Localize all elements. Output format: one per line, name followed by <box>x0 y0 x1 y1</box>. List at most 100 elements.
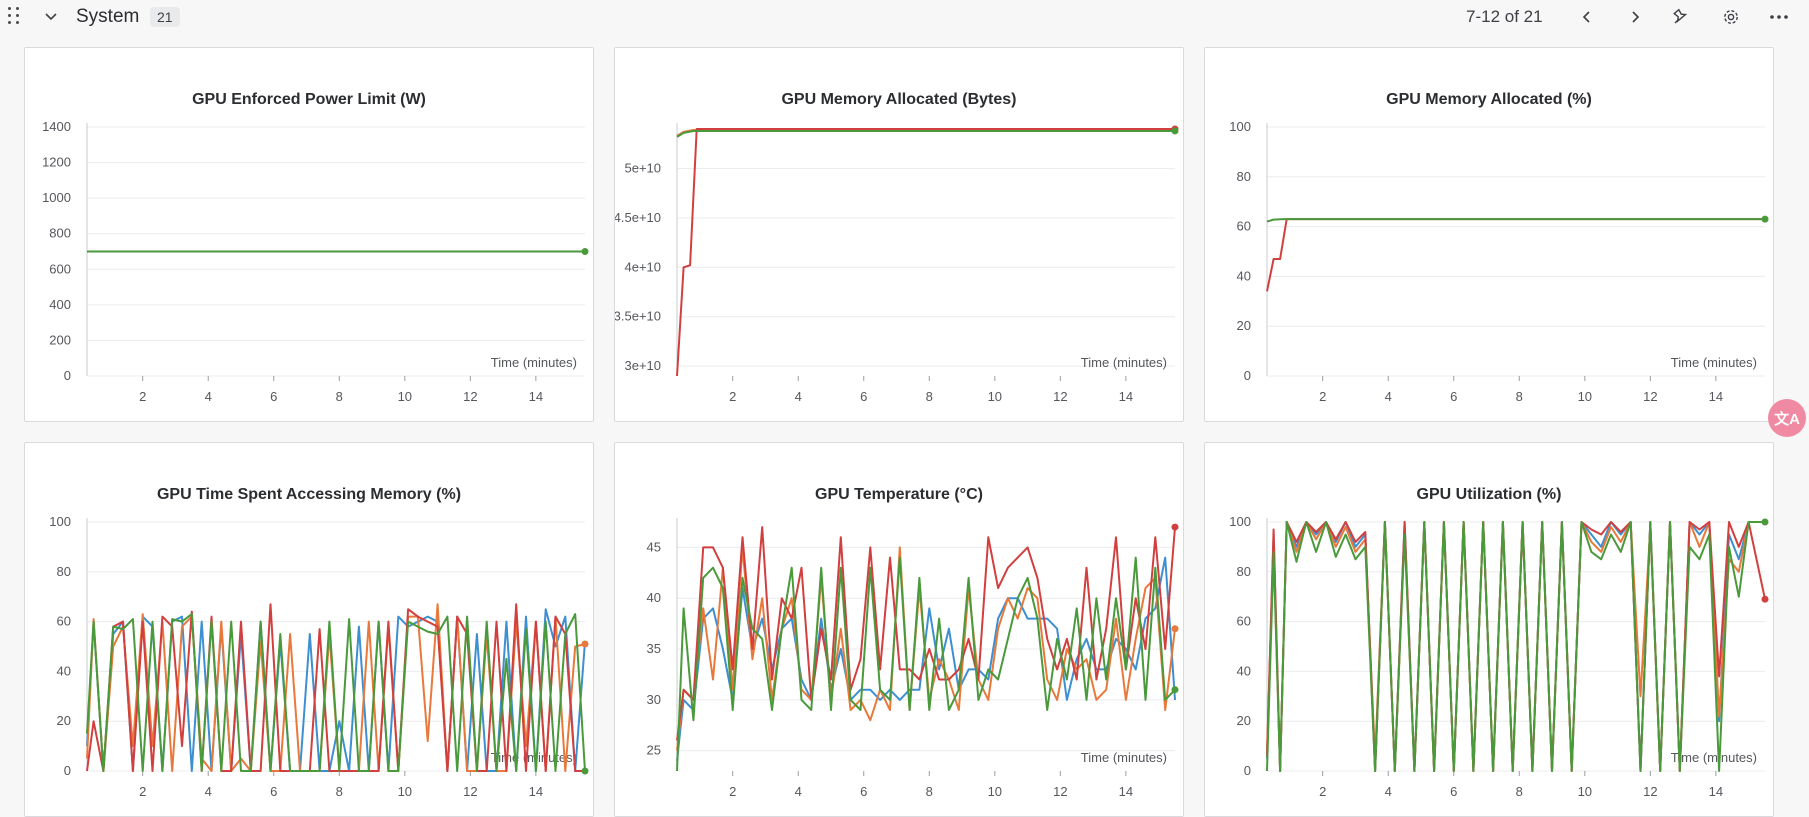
x-tick-label: 2 <box>139 784 146 799</box>
chart-plot: 3e+10 3.5e+10 4e+10 4.5e+10 5e+10 2 4 6 8 10 12 14 T… <box>615 123 1179 404</box>
y-tick-label: 35 <box>647 641 661 656</box>
series-line <box>86 613 586 772</box>
x-tick-label: 12 <box>1643 389 1657 404</box>
y-tick-label: 20 <box>1237 713 1251 728</box>
chevron-down-icon[interactable] <box>44 10 58 24</box>
chart-title: GPU Temperature (°C) <box>815 486 983 503</box>
x-tick-label: 4 <box>795 389 802 404</box>
x-tick-label: 6 <box>860 784 867 799</box>
series-end-point <box>581 248 589 255</box>
y-tick-label: 600 <box>49 261 71 276</box>
settings-button[interactable] <box>1720 6 1742 28</box>
y-tick-label: 3e+10 <box>624 358 661 373</box>
chart-panel-memory-bytes[interactable]: GPU Memory Allocated (Bytes) 3e+10 3.5e+1… <box>614 47 1184 422</box>
series-line <box>676 526 1176 741</box>
y-tick-label: 0 <box>64 368 71 383</box>
y-tick-label: 0 <box>1244 763 1251 778</box>
x-axis-label: Time (minutes) <box>1081 355 1167 370</box>
y-tick-label: 4e+10 <box>624 259 661 274</box>
x-tick-label: 12 <box>463 784 477 799</box>
y-tick-label: 100 <box>49 514 71 529</box>
chart-plot: 25 30 35 40 45 2 4 6 8 10 12 14 Time (minutes) <box>647 518 1179 799</box>
series-line <box>1266 521 1765 772</box>
pin-button[interactable] <box>1670 6 1692 28</box>
translate-icon[interactable]: 文A <box>1768 399 1806 437</box>
prev-page-button[interactable] <box>1576 6 1598 28</box>
x-tick-label: 12 <box>1643 784 1657 799</box>
y-tick-label: 40 <box>57 663 71 678</box>
x-tick-label: 10 <box>1578 389 1592 404</box>
x-axis-label: Time (minutes) <box>1081 750 1167 765</box>
x-tick-label: 2 <box>729 389 736 404</box>
x-tick-label: 2 <box>139 389 146 404</box>
x-tick-label: 6 <box>270 389 277 404</box>
y-tick-label: 100 <box>1229 514 1251 529</box>
x-tick-label: 14 <box>1709 784 1723 799</box>
x-tick-label: 4 <box>205 389 212 404</box>
more-horizontal-icon <box>1770 15 1788 19</box>
y-tick-label: 1000 <box>42 190 71 205</box>
series-end-point <box>1171 686 1179 694</box>
x-tick-label: 6 <box>1450 784 1457 799</box>
x-tick-label: 4 <box>205 784 212 799</box>
chart-title: GPU Utilization (%) <box>1416 486 1562 503</box>
x-tick-label: 10 <box>988 784 1002 799</box>
chart-title: GPU Enforced Power Limit (W) <box>192 91 426 108</box>
series-end-point <box>1761 595 1769 603</box>
x-axis-label: Time (minutes) <box>1671 750 1757 765</box>
y-tick-label: 200 <box>49 332 71 347</box>
y-tick-label: 80 <box>1237 564 1251 579</box>
y-tick-label: 0 <box>1244 368 1251 383</box>
pagination-label: 7-12 of 21 <box>1466 7 1543 26</box>
y-tick-label: 45 <box>647 539 661 554</box>
series-end-point <box>1171 127 1179 135</box>
chart-panel-memory-access[interactable]: GPU Time Spent Accessing Memory (%) 0 20 4… <box>24 442 594 817</box>
chart-panel-utilization[interactable]: GPU Utilization (%) 0 20 40 60 80 100 2 4 6 8 10 12… <box>1204 442 1774 817</box>
chart-panel-memory-percent[interactable]: GPU Memory Allocated (%) 0 20 40 60 80 100 2 4 6… <box>1204 47 1774 422</box>
drag-handle-icon[interactable] <box>8 7 22 25</box>
chart-panel-power-limit[interactable]: GPU Enforced Power Limit (W) 0 200 400 600 8… <box>24 47 594 422</box>
x-tick-label: 14 <box>1119 389 1133 404</box>
x-tick-label: 4 <box>795 784 802 799</box>
x-tick-label: 6 <box>270 784 277 799</box>
series-end-point <box>1171 625 1179 633</box>
chevron-left-icon <box>1582 11 1590 23</box>
y-tick-label: 80 <box>1237 169 1251 184</box>
y-tick-label: 60 <box>1237 614 1251 629</box>
y-tick-label: 40 <box>1237 268 1251 283</box>
x-tick-label: 10 <box>398 389 412 404</box>
y-tick-label: 100 <box>1229 119 1251 134</box>
y-tick-label: 25 <box>647 743 661 758</box>
x-tick-label: 6 <box>860 389 867 404</box>
y-tick-label: 40 <box>647 590 661 605</box>
series-line <box>676 556 1176 772</box>
x-tick-label: 6 <box>1450 389 1457 404</box>
series-end-point <box>581 767 589 775</box>
series-line <box>1266 521 1765 772</box>
x-axis-label: Time (minutes) <box>1671 355 1757 370</box>
x-tick-label: 14 <box>529 784 543 799</box>
chart-plot: 0 200 400 600 800 1000 1200 1400 2 4 6 8 10 12 14 Time … <box>42 119 589 404</box>
x-tick-label: 12 <box>1053 784 1067 799</box>
pin-icon <box>1673 8 1688 24</box>
y-tick-label: 60 <box>1237 219 1251 234</box>
x-tick-label: 14 <box>529 389 543 404</box>
section-count-badge: 21 <box>150 7 180 27</box>
y-tick-label: 1400 <box>42 119 71 134</box>
more-options-button[interactable] <box>1768 6 1790 28</box>
next-page-button[interactable] <box>1624 6 1646 28</box>
chart-title: GPU Memory Allocated (Bytes) <box>781 91 1017 108</box>
x-tick-label: 10 <box>1578 784 1592 799</box>
x-tick-label: 4 <box>1385 389 1392 404</box>
section-title[interactable]: System <box>76 6 140 27</box>
x-tick-label: 14 <box>1709 389 1723 404</box>
chart-panel-temperature[interactable]: GPU Temperature (°C) 25 30 35 40 45 2 4 6 8 10 12 1… <box>614 442 1184 817</box>
x-tick-label: 2 <box>729 784 736 799</box>
chevron-right-icon <box>1632 11 1640 23</box>
y-tick-label: 0 <box>64 763 71 778</box>
series-line <box>676 130 1175 138</box>
x-tick-label: 8 <box>926 784 933 799</box>
